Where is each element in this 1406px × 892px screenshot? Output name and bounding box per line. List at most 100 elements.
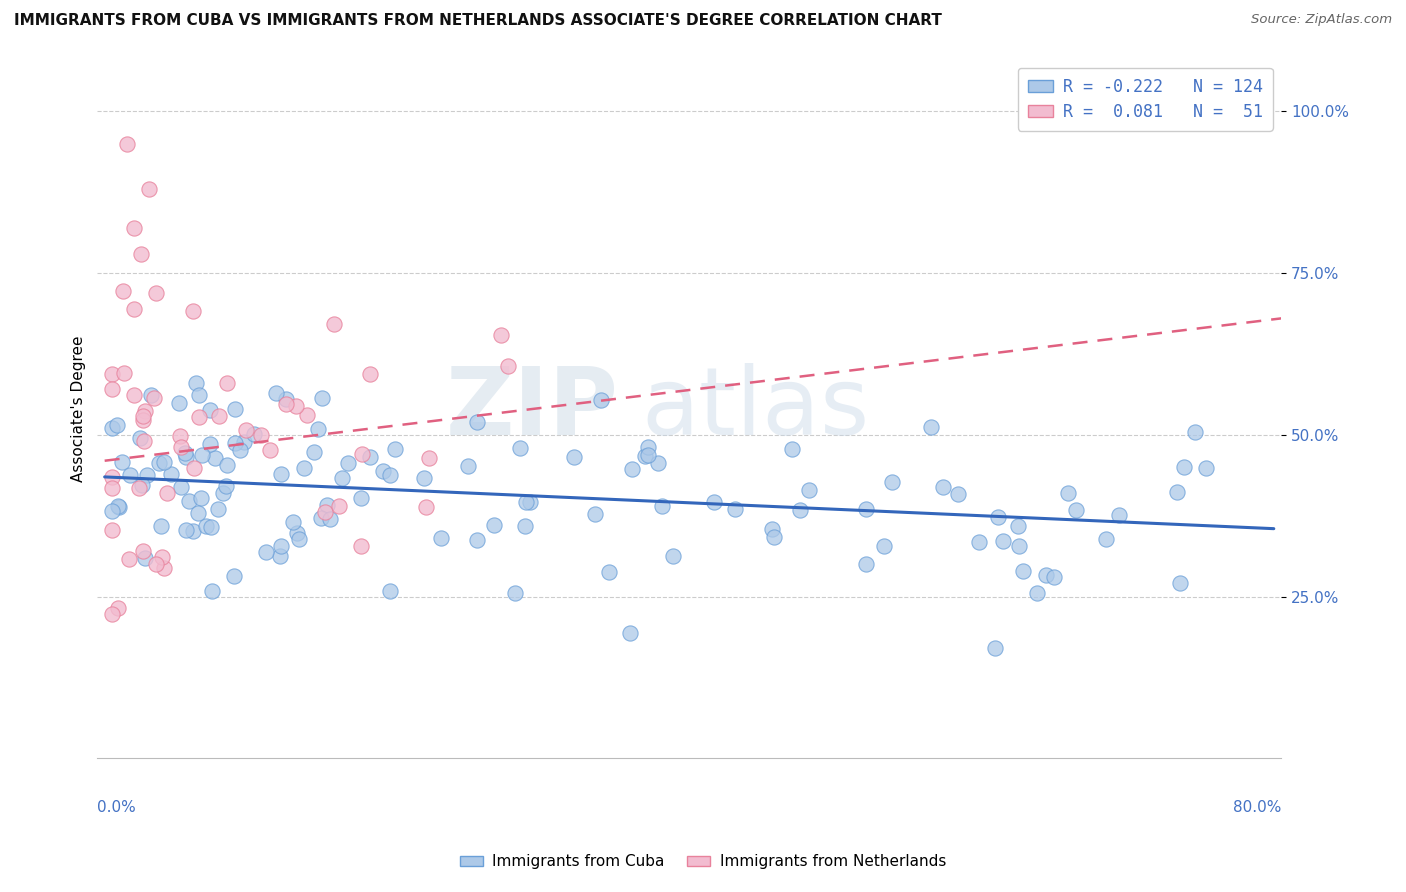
Point bbox=[589, 392, 612, 407]
Point bbox=[201, 583, 224, 598]
Point bbox=[200, 437, 222, 451]
Point bbox=[319, 512, 342, 526]
Point bbox=[967, 534, 990, 549]
Point bbox=[142, 391, 165, 405]
Point bbox=[224, 436, 246, 450]
Point bbox=[173, 446, 195, 460]
Point bbox=[107, 499, 129, 513]
Point bbox=[855, 501, 877, 516]
Point bbox=[328, 499, 350, 513]
Point bbox=[191, 449, 214, 463]
Point bbox=[101, 504, 124, 518]
Point bbox=[181, 304, 204, 318]
Point bbox=[101, 481, 124, 495]
Point bbox=[107, 601, 129, 615]
Point bbox=[101, 382, 124, 396]
Point bbox=[1008, 539, 1031, 553]
Point bbox=[138, 182, 160, 196]
Point bbox=[619, 626, 641, 640]
Point bbox=[489, 328, 512, 343]
Point bbox=[200, 520, 222, 534]
Point bbox=[307, 422, 329, 436]
Point bbox=[378, 583, 401, 598]
Point bbox=[274, 392, 297, 407]
Point bbox=[987, 510, 1010, 524]
Point bbox=[761, 522, 783, 536]
Point bbox=[797, 483, 820, 497]
Point bbox=[284, 399, 307, 413]
Point bbox=[872, 539, 894, 553]
Point bbox=[931, 480, 953, 494]
Point bbox=[174, 450, 197, 465]
Text: atlas: atlas bbox=[643, 363, 870, 455]
Point bbox=[418, 450, 440, 465]
Point bbox=[330, 471, 353, 485]
Point bbox=[153, 560, 176, 574]
Point bbox=[187, 506, 209, 520]
Point bbox=[215, 458, 238, 473]
Point bbox=[1043, 570, 1066, 584]
Point bbox=[920, 419, 942, 434]
Point bbox=[703, 495, 725, 509]
Point bbox=[229, 442, 252, 457]
Point bbox=[129, 246, 152, 260]
Point bbox=[122, 388, 145, 402]
Point bbox=[128, 481, 150, 495]
Point bbox=[1166, 484, 1188, 499]
Point bbox=[1035, 568, 1057, 582]
Point bbox=[314, 505, 336, 519]
Point bbox=[1168, 575, 1191, 590]
Point bbox=[412, 471, 434, 485]
Point bbox=[224, 569, 246, 583]
Point bbox=[131, 413, 153, 427]
Point bbox=[637, 440, 659, 454]
Point bbox=[430, 531, 453, 545]
Legend: Immigrants from Cuba, Immigrants from Netherlands: Immigrants from Cuba, Immigrants from Ne… bbox=[454, 848, 952, 875]
Point bbox=[1173, 460, 1195, 475]
Point bbox=[620, 462, 643, 476]
Point bbox=[1057, 486, 1080, 500]
Point bbox=[762, 530, 785, 544]
Point bbox=[855, 557, 877, 571]
Point bbox=[789, 503, 811, 517]
Text: IMMIGRANTS FROM CUBA VS IMMIGRANTS FROM NETHERLANDS ASSOCIATE'S DEGREE CORRELATI: IMMIGRANTS FROM CUBA VS IMMIGRANTS FROM … bbox=[14, 13, 942, 29]
Point bbox=[465, 415, 488, 429]
Point bbox=[1025, 586, 1047, 600]
Point bbox=[233, 434, 256, 449]
Point bbox=[250, 428, 273, 442]
Point bbox=[562, 450, 585, 465]
Point bbox=[270, 467, 292, 481]
Point bbox=[295, 408, 318, 422]
Point bbox=[212, 485, 235, 500]
Point bbox=[101, 523, 124, 537]
Point bbox=[515, 518, 537, 533]
Point bbox=[380, 467, 402, 482]
Point bbox=[515, 495, 537, 509]
Point bbox=[170, 440, 193, 454]
Point bbox=[181, 524, 204, 539]
Point bbox=[235, 423, 257, 437]
Point bbox=[647, 456, 669, 470]
Point bbox=[190, 491, 212, 505]
Point bbox=[131, 409, 153, 423]
Point bbox=[350, 491, 373, 506]
Point bbox=[101, 421, 124, 435]
Point bbox=[269, 549, 291, 563]
Point bbox=[122, 220, 145, 235]
Point bbox=[359, 450, 381, 464]
Point bbox=[217, 376, 239, 391]
Point bbox=[177, 493, 200, 508]
Point bbox=[176, 524, 198, 538]
Point bbox=[187, 410, 209, 425]
Point bbox=[224, 402, 246, 417]
Point bbox=[145, 285, 167, 300]
Point bbox=[215, 479, 238, 493]
Point bbox=[105, 417, 128, 432]
Point bbox=[183, 461, 205, 475]
Point bbox=[780, 442, 803, 456]
Point bbox=[150, 549, 173, 564]
Point bbox=[322, 318, 344, 332]
Point bbox=[117, 552, 139, 566]
Point bbox=[415, 500, 437, 514]
Point bbox=[150, 519, 173, 533]
